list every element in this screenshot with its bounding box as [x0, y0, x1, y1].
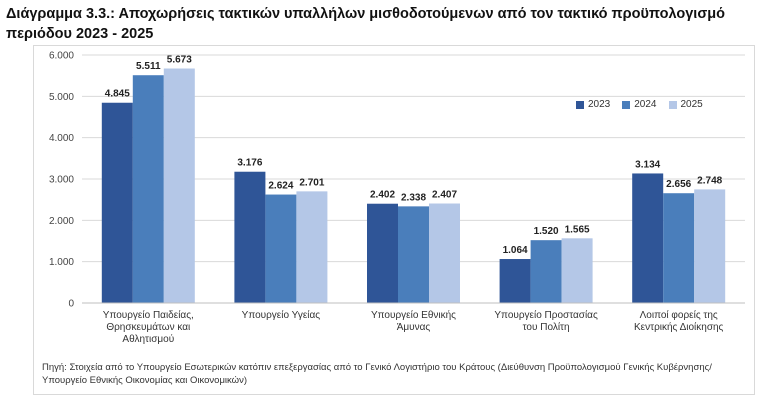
data-label: 2.402 — [370, 190, 395, 201]
x-tick-label: του Πολίτη — [523, 321, 570, 333]
bar — [367, 203, 398, 303]
data-label: 1.565 — [565, 224, 590, 235]
x-tick-label: Αθλητισμού — [122, 333, 174, 345]
data-label: 2.701 — [299, 177, 324, 188]
chart-frame — [33, 45, 755, 395]
data-label: 2.338 — [401, 192, 426, 203]
y-tick-label: 0 — [68, 299, 74, 310]
data-label: 1.520 — [534, 226, 559, 237]
legend-swatch — [622, 100, 631, 109]
y-tick-label: 4.000 — [49, 133, 74, 144]
x-tick-label: Λοιποί φορείς της — [640, 309, 718, 321]
bar — [694, 189, 726, 303]
chart-legend: 2023 2024 2025 — [576, 99, 703, 110]
bar — [101, 102, 133, 304]
data-label: 3.134 — [635, 159, 660, 170]
bar — [632, 173, 664, 303]
x-tick-label: Άμυνας — [397, 322, 431, 333]
legend-swatch — [576, 100, 584, 109]
bar — [530, 240, 562, 303]
x-tick-label: Υπουργείο Προστασίας — [494, 309, 598, 321]
bar — [296, 191, 328, 303]
data-label: 1.064 — [503, 245, 528, 256]
x-tick-label: Υπουργείο Υγείας — [242, 309, 321, 321]
bar — [132, 75, 164, 303]
x-tick-label: Θρησκευμάτων και — [106, 321, 190, 333]
source-note: Πηγή: Στοιχεία από το Υπουργείο Εσωτερικ… — [42, 362, 712, 386]
bar — [398, 206, 429, 303]
data-label: 2.748 — [697, 175, 722, 186]
bar — [663, 193, 695, 303]
y-tick-label: 6.000 — [49, 51, 74, 62]
data-label: 2.624 — [268, 181, 293, 192]
bar — [163, 68, 195, 304]
x-tick-label: Υπουργείο Εθνικής — [371, 309, 456, 321]
legend-item: 2023 — [576, 99, 610, 110]
legend-item: 2024 — [622, 99, 657, 110]
y-tick-label: 3.000 — [49, 175, 74, 186]
data-label: 4.845 — [105, 89, 130, 100]
legend-swatch — [668, 100, 677, 109]
data-label: 3.176 — [237, 158, 262, 169]
data-label: 2.407 — [432, 190, 457, 201]
chart-title: Διάγραμμα 3.3.: Αποχωρήσεις τακτικών υπα… — [6, 6, 725, 42]
y-tick-label: 5.000 — [49, 92, 74, 103]
y-tick-label: 1.000 — [49, 257, 74, 268]
data-label: 5.511 — [136, 61, 161, 72]
legend-label: 2025 — [680, 99, 703, 110]
bar — [265, 194, 297, 303]
x-tick-label: Υπουργείο Παιδείας, — [103, 309, 194, 321]
data-label: 5.673 — [167, 55, 192, 66]
legend-label: 2024 — [634, 99, 657, 110]
y-tick-label: 2.000 — [49, 216, 74, 227]
bar — [234, 171, 266, 303]
data-label: 2.656 — [666, 179, 691, 190]
legend-label: 2023 — [588, 99, 611, 110]
bar — [561, 238, 593, 303]
x-tick-label: Κεντρικής Διοίκησης — [634, 321, 724, 333]
legend-item: 2025 — [668, 99, 703, 110]
bar — [499, 259, 531, 303]
bar — [429, 203, 460, 303]
